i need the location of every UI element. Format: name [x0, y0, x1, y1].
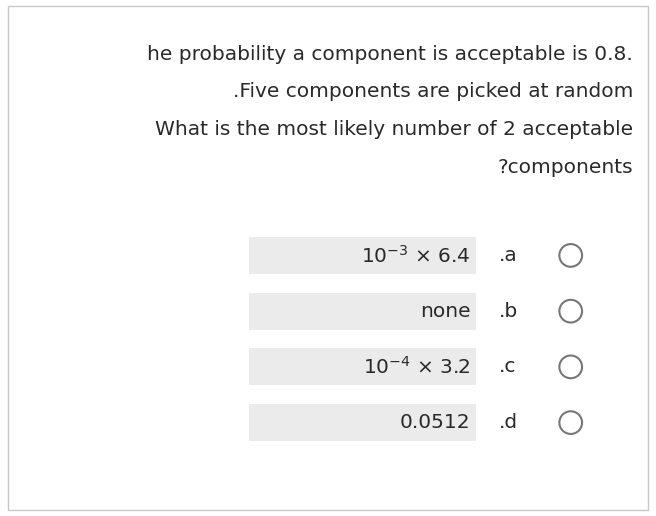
Ellipse shape	[560, 356, 582, 378]
FancyBboxPatch shape	[249, 237, 476, 274]
Text: .b: .b	[499, 302, 518, 320]
FancyBboxPatch shape	[8, 6, 648, 510]
Text: .d: .d	[499, 413, 518, 432]
Ellipse shape	[560, 300, 582, 322]
Text: $10^{-4}$ × 3.2: $10^{-4}$ × 3.2	[363, 356, 470, 378]
Text: he probability a component is acceptable is 0.8.: he probability a component is acceptable…	[148, 45, 633, 63]
Text: .c: .c	[499, 358, 516, 376]
Text: .Five components are picked at random: .Five components are picked at random	[233, 83, 633, 101]
Text: none: none	[420, 302, 470, 320]
Text: 0.0512: 0.0512	[400, 413, 470, 432]
Ellipse shape	[560, 244, 582, 267]
Text: .a: .a	[499, 246, 518, 265]
FancyBboxPatch shape	[249, 348, 476, 385]
FancyBboxPatch shape	[249, 293, 476, 330]
Text: ?components: ?components	[497, 158, 633, 176]
Ellipse shape	[560, 411, 582, 434]
FancyBboxPatch shape	[249, 404, 476, 441]
Text: $10^{-3}$ × 6.4: $10^{-3}$ × 6.4	[361, 245, 470, 266]
Text: What is the most likely number of 2 acceptable: What is the most likely number of 2 acce…	[155, 120, 633, 139]
